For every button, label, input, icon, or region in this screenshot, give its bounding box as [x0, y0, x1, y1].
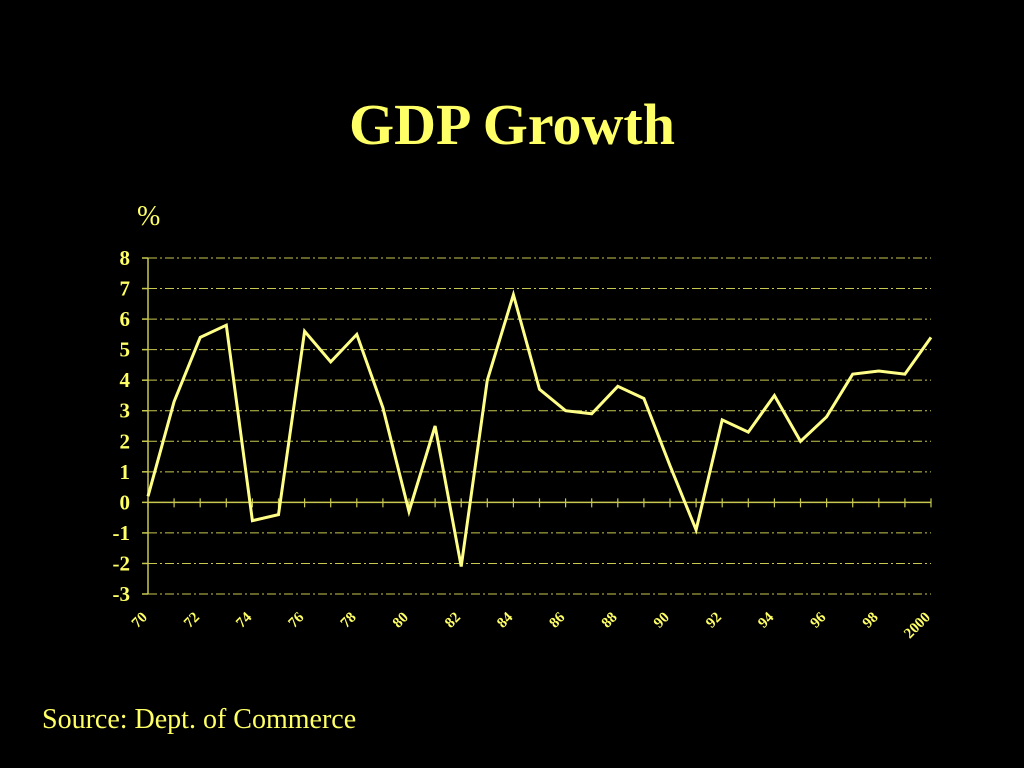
x-tick-label: 72 [181, 610, 203, 632]
x-tick-label: 92 [703, 610, 725, 632]
data-point [851, 373, 854, 376]
x-tick-label: 2000 [901, 610, 934, 643]
slide-title: GDP Growth [349, 92, 675, 157]
y-tick-label: 2 [120, 429, 131, 453]
y-tick-label: 8 [120, 246, 131, 270]
data-point [930, 336, 933, 339]
data-point [695, 528, 698, 531]
data-point [251, 519, 254, 522]
x-tick-label: 98 [860, 610, 882, 632]
x-tick-label: 88 [599, 610, 621, 632]
x-tick-label: 74 [233, 609, 255, 631]
y-tick-label: 1 [120, 460, 131, 484]
x-tick-label: 82 [442, 610, 464, 632]
y-tick-label: 5 [120, 338, 131, 362]
x-tick-label: 76 [286, 609, 308, 631]
data-point [538, 388, 541, 391]
data-point [460, 565, 463, 568]
data-point [355, 333, 358, 336]
data-point [434, 425, 437, 428]
data-point [642, 397, 645, 400]
data-point [669, 464, 672, 467]
data-point [277, 513, 280, 516]
data-point [173, 400, 176, 403]
data-point [381, 406, 384, 409]
data-point [303, 330, 306, 333]
x-tick-label: 80 [390, 610, 412, 632]
y-tick-label: 4 [120, 368, 131, 392]
x-tick-label: 84 [494, 609, 516, 631]
x-tick-label: 86 [547, 609, 569, 631]
data-point [903, 373, 906, 376]
y-tick-label: 7 [120, 277, 131, 301]
data-point [486, 379, 489, 382]
data-point [564, 409, 567, 412]
data-point [512, 293, 515, 296]
chart-axes [142, 257, 932, 595]
y-tick-label: 6 [120, 307, 131, 331]
data-point [590, 412, 593, 415]
y-tick-label: 3 [120, 399, 131, 423]
data-point [825, 415, 828, 418]
data-point [199, 336, 202, 339]
y-tick-label: -1 [113, 521, 131, 545]
data-point [616, 385, 619, 388]
series-line-gdp-growth [146, 289, 933, 567]
x-tick-label: 94 [755, 609, 777, 631]
source-note: Source: Dept. of Commerce [42, 704, 357, 735]
y-tick-label: -3 [113, 582, 131, 606]
data-point [329, 360, 332, 363]
data-point [147, 495, 150, 498]
y-tick-label: 0 [120, 490, 131, 514]
data-point [773, 394, 776, 397]
y-axis-unit-label: % [137, 201, 161, 232]
y-tick-label: -2 [113, 551, 131, 575]
x-tick-label: 96 [808, 609, 830, 631]
x-tick-label: 70 [129, 610, 151, 632]
x-tick-labels: 70 72 74 76 78 80 82 84 86 88 90 92 94 96 98 2000 [129, 609, 934, 642]
data-point [721, 418, 724, 421]
series-layer [146, 289, 933, 568]
x-tick-label: 90 [651, 610, 673, 632]
y-tick-labels: 8 7 6 5 4 3 2 1 0 -1 -2 -3 [113, 246, 131, 606]
data-point [877, 370, 880, 373]
data-point [408, 510, 411, 513]
x-tick-label: 78 [338, 610, 360, 632]
data-point [799, 440, 802, 443]
data-point [225, 324, 228, 327]
grid-lines [148, 257, 931, 595]
data-point [747, 431, 750, 434]
